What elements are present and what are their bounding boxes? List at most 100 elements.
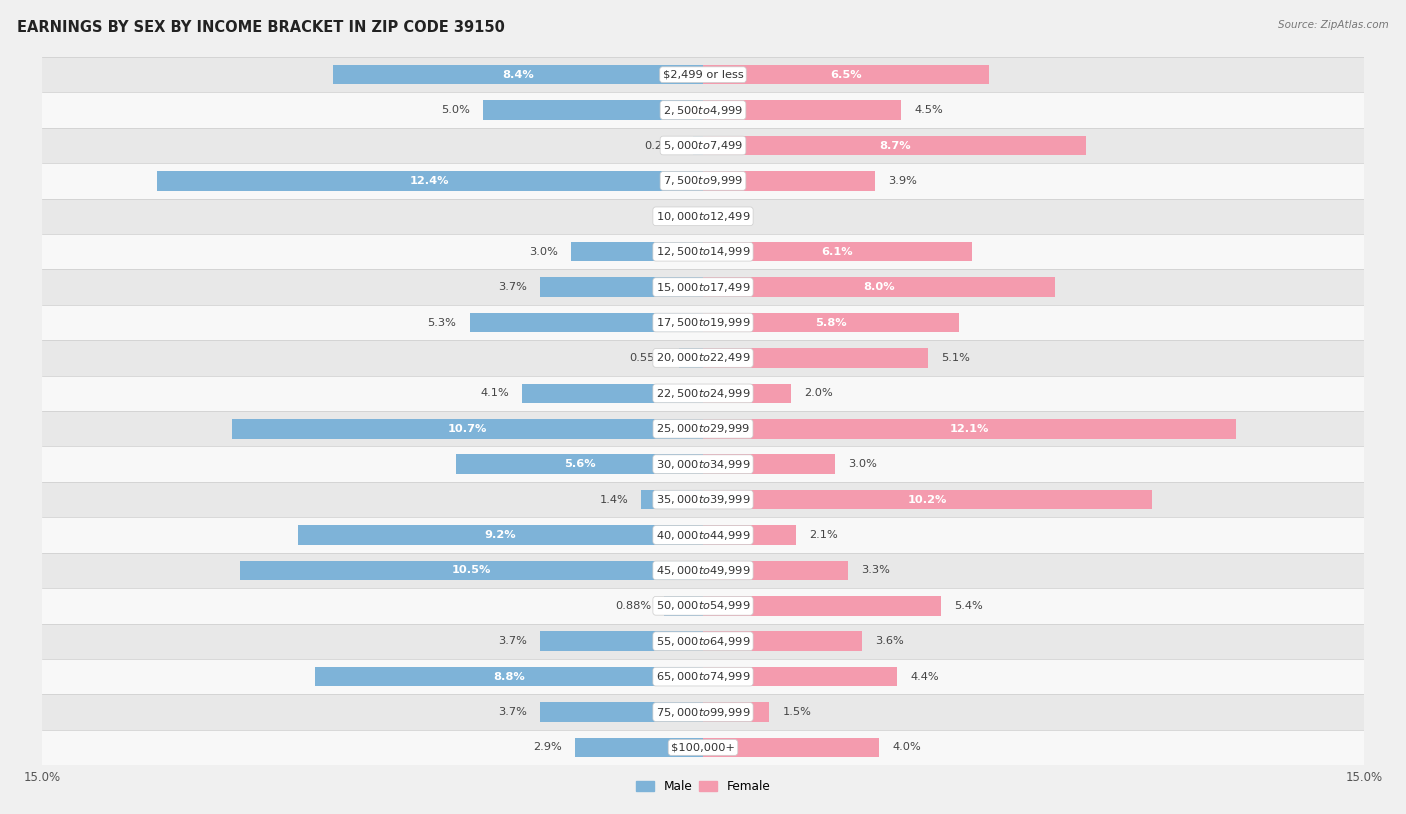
Bar xyxy=(571,242,703,261)
Bar xyxy=(42,518,1364,553)
Bar xyxy=(703,348,928,368)
Bar xyxy=(470,313,703,332)
Bar xyxy=(703,65,990,85)
Bar xyxy=(156,171,703,190)
Text: $65,000 to $74,999: $65,000 to $74,999 xyxy=(655,670,751,683)
Text: $17,500 to $19,999: $17,500 to $19,999 xyxy=(655,316,751,329)
Text: EARNINGS BY SEX BY INCOME BRACKET IN ZIP CODE 39150: EARNINGS BY SEX BY INCOME BRACKET IN ZIP… xyxy=(17,20,505,35)
Bar xyxy=(42,730,1364,765)
Text: 5.8%: 5.8% xyxy=(815,317,846,327)
Bar xyxy=(703,490,1153,510)
Text: $25,000 to $29,999: $25,000 to $29,999 xyxy=(655,422,751,435)
Bar xyxy=(523,383,703,403)
Bar xyxy=(703,596,941,615)
Bar xyxy=(703,525,796,545)
Bar xyxy=(42,199,1364,234)
Bar xyxy=(703,136,1087,155)
Bar xyxy=(703,278,1056,297)
Text: $35,000 to $39,999: $35,000 to $39,999 xyxy=(655,493,751,506)
Text: 8.0%: 8.0% xyxy=(863,282,896,292)
Text: 12.1%: 12.1% xyxy=(950,424,990,434)
Bar xyxy=(703,561,848,580)
Bar xyxy=(42,375,1364,411)
Text: 2.9%: 2.9% xyxy=(533,742,562,752)
Bar xyxy=(42,269,1364,304)
Text: $40,000 to $44,999: $40,000 to $44,999 xyxy=(655,528,751,541)
Text: 8.7%: 8.7% xyxy=(879,141,911,151)
Text: 3.7%: 3.7% xyxy=(498,637,527,646)
Bar xyxy=(240,561,703,580)
Text: 1.4%: 1.4% xyxy=(599,495,628,505)
Bar xyxy=(575,737,703,757)
Bar xyxy=(703,454,835,474)
Text: $45,000 to $49,999: $45,000 to $49,999 xyxy=(655,564,751,577)
Bar xyxy=(298,525,703,545)
Text: 5.1%: 5.1% xyxy=(941,353,970,363)
Bar xyxy=(42,694,1364,730)
Bar xyxy=(42,588,1364,624)
Bar xyxy=(641,490,703,510)
Text: 0.88%: 0.88% xyxy=(614,601,651,610)
Bar xyxy=(703,171,875,190)
Text: 9.2%: 9.2% xyxy=(485,530,516,540)
Text: $55,000 to $64,999: $55,000 to $64,999 xyxy=(655,635,751,648)
Text: 0.0%: 0.0% xyxy=(665,212,695,221)
Bar xyxy=(42,553,1364,588)
Text: $20,000 to $22,499: $20,000 to $22,499 xyxy=(655,352,751,365)
Bar xyxy=(703,737,879,757)
Text: 3.7%: 3.7% xyxy=(498,282,527,292)
Bar xyxy=(693,136,703,155)
Bar xyxy=(42,304,1364,340)
Bar xyxy=(540,632,703,651)
Text: $22,500 to $24,999: $22,500 to $24,999 xyxy=(655,387,751,400)
Text: $7,500 to $9,999: $7,500 to $9,999 xyxy=(664,174,742,187)
Text: 0.0%: 0.0% xyxy=(711,212,741,221)
Text: 4.1%: 4.1% xyxy=(481,388,509,398)
Text: Source: ZipAtlas.com: Source: ZipAtlas.com xyxy=(1278,20,1389,30)
Text: $2,500 to $4,999: $2,500 to $4,999 xyxy=(664,103,742,116)
Bar xyxy=(664,596,703,615)
Text: $5,000 to $7,499: $5,000 to $7,499 xyxy=(664,139,742,152)
Text: 5.4%: 5.4% xyxy=(955,601,983,610)
Text: 6.5%: 6.5% xyxy=(831,70,862,80)
Text: 1.5%: 1.5% xyxy=(782,707,811,717)
Bar xyxy=(679,348,703,368)
Text: $75,000 to $99,999: $75,000 to $99,999 xyxy=(655,706,751,719)
Text: $100,000+: $100,000+ xyxy=(671,742,735,752)
Text: 6.1%: 6.1% xyxy=(821,247,853,256)
Bar xyxy=(42,446,1364,482)
Bar xyxy=(457,454,703,474)
Text: 3.3%: 3.3% xyxy=(862,566,890,575)
Text: $30,000 to $34,999: $30,000 to $34,999 xyxy=(655,457,751,470)
Text: $12,500 to $14,999: $12,500 to $14,999 xyxy=(655,245,751,258)
Text: 8.8%: 8.8% xyxy=(494,672,524,681)
Text: 3.0%: 3.0% xyxy=(529,247,558,256)
Bar xyxy=(703,383,792,403)
Bar xyxy=(42,163,1364,199)
Bar xyxy=(232,419,703,439)
Text: 5.0%: 5.0% xyxy=(440,105,470,115)
Text: $10,000 to $12,499: $10,000 to $12,499 xyxy=(655,210,751,223)
Text: 4.4%: 4.4% xyxy=(910,672,939,681)
Text: 3.0%: 3.0% xyxy=(848,459,877,469)
Bar xyxy=(540,278,703,297)
Text: 5.6%: 5.6% xyxy=(564,459,596,469)
Bar xyxy=(42,659,1364,694)
Text: 3.7%: 3.7% xyxy=(498,707,527,717)
Bar xyxy=(703,313,959,332)
Bar xyxy=(42,482,1364,518)
Text: 8.4%: 8.4% xyxy=(502,70,534,80)
Bar xyxy=(42,411,1364,446)
Text: 2.1%: 2.1% xyxy=(808,530,838,540)
Text: 4.0%: 4.0% xyxy=(893,742,921,752)
Bar xyxy=(42,340,1364,375)
Bar xyxy=(42,57,1364,92)
Text: 12.4%: 12.4% xyxy=(411,176,450,186)
Bar xyxy=(42,128,1364,163)
Text: $15,000 to $17,499: $15,000 to $17,499 xyxy=(655,281,751,294)
Text: $2,499 or less: $2,499 or less xyxy=(662,70,744,80)
Text: 2.0%: 2.0% xyxy=(804,388,834,398)
Bar xyxy=(482,100,703,120)
Bar xyxy=(42,624,1364,659)
Text: 0.55%: 0.55% xyxy=(630,353,665,363)
